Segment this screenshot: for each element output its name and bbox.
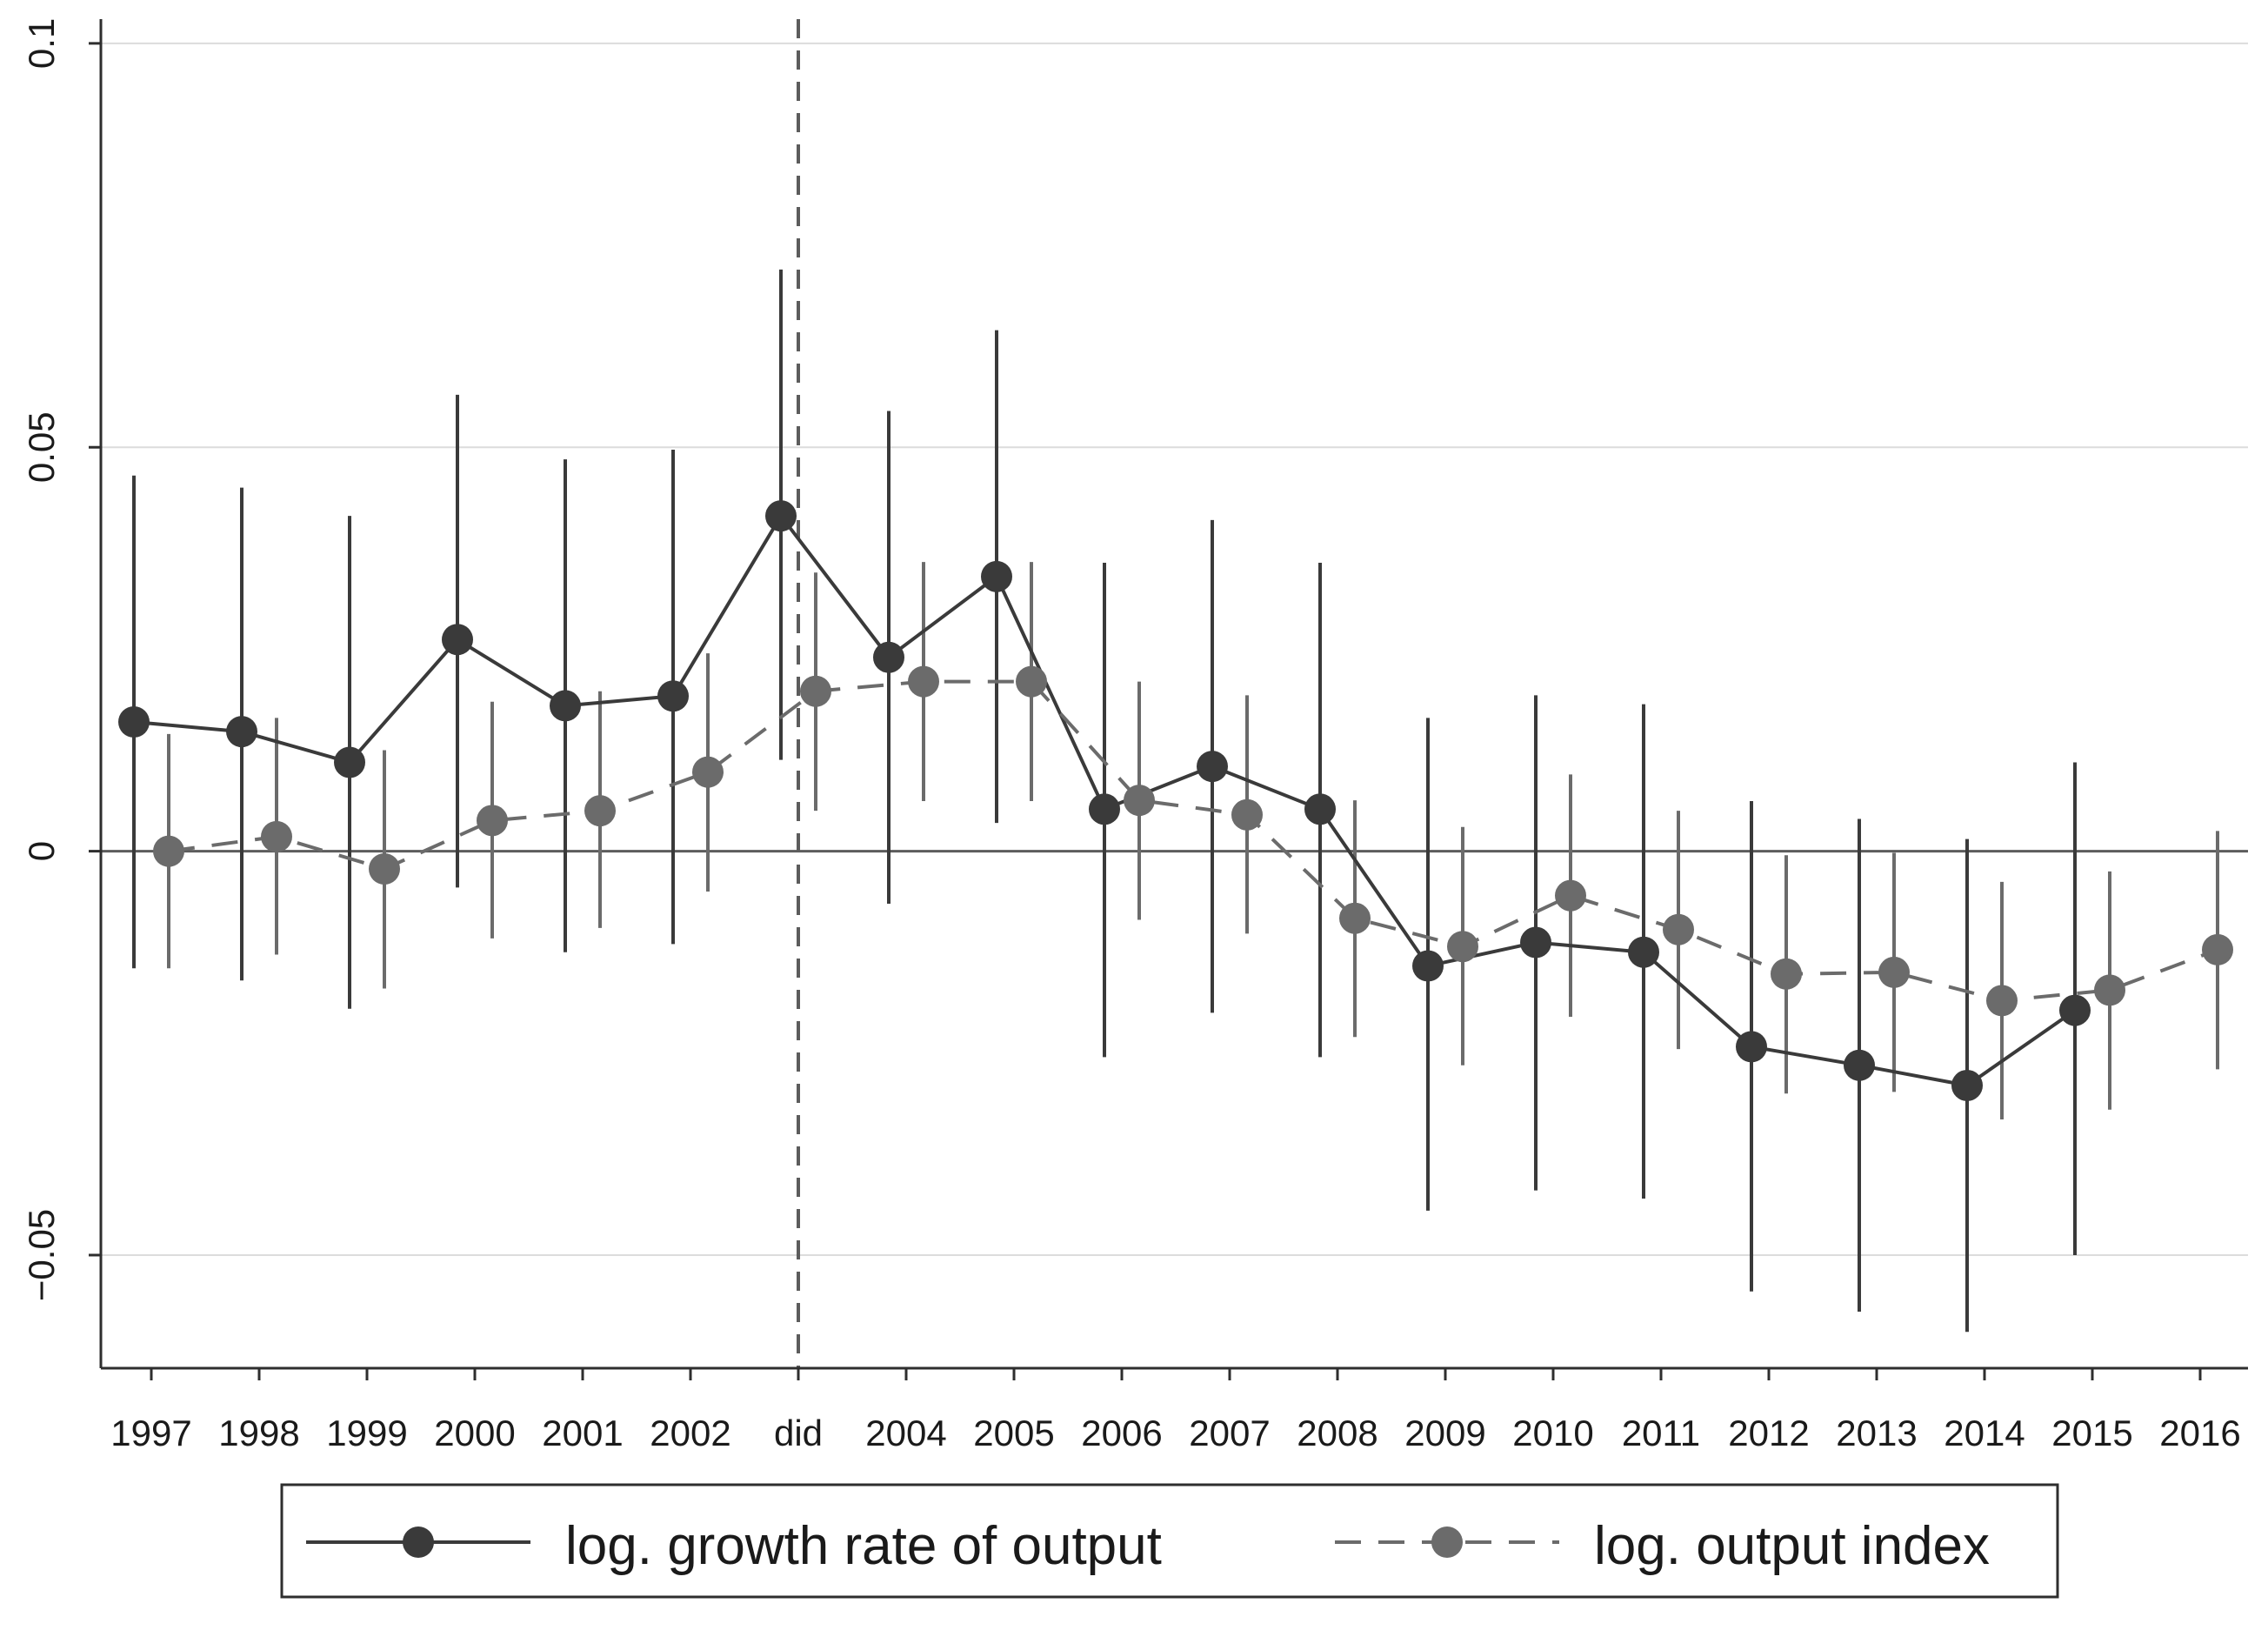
x-tick-label-2001: 2001 <box>542 1413 623 1453</box>
x-tick-label-2007: 2007 <box>1189 1413 1270 1453</box>
series-line-output-index <box>168 679 2218 1003</box>
x-tick-label-2010: 2010 <box>1512 1413 1593 1453</box>
tick-labels: 0.1 0.05 0 −0.05 1997 1998 1999 2000 2001 2002 did… <box>21 18 2241 1453</box>
legend-marker-output-index <box>1431 1526 1463 1558</box>
point-output-index-1999 <box>369 853 400 885</box>
x-tick-label-2002: 2002 <box>650 1413 730 1453</box>
x-tick-label-1999: 1999 <box>326 1413 407 1453</box>
point-output-index-2006 <box>1124 785 1155 817</box>
point-growth-rate-2015 <box>2059 994 2091 1026</box>
point-growth-rate-2004 <box>873 641 904 673</box>
point-output-index-2016 <box>2202 933 2233 965</box>
x-tick-label-2008: 2008 <box>1297 1413 1377 1453</box>
point-growth-rate-2007 <box>1197 751 1228 783</box>
point-output-index-2012 <box>1771 958 1802 990</box>
point-output-index-1997 <box>153 835 184 867</box>
point-output-index-2011 <box>1663 913 1694 945</box>
point-output-index-2008 <box>1339 902 1371 934</box>
x-tick-label-2012: 2012 <box>1728 1413 1809 1453</box>
x-tick-label-1998: 1998 <box>218 1413 299 1453</box>
point-output-index-2015 <box>2094 974 2125 1006</box>
x-tick-label-2009: 2009 <box>1404 1413 1485 1453</box>
x-tick-label-2004: 2004 <box>865 1413 946 1453</box>
point-growth-rate-2002 <box>657 680 689 712</box>
point-growth-rate-did <box>765 500 797 532</box>
axes <box>89 19 2248 1380</box>
point-growth-rate-1999 <box>334 746 365 778</box>
x-tick-label-2014: 2014 <box>1944 1413 2025 1453</box>
point-growth-rate-1998 <box>226 716 257 748</box>
point-output-index-2014 <box>1986 985 2018 1017</box>
legend-label-output-index: log. output index <box>1594 1516 1990 1576</box>
point-growth-rate-2008 <box>1304 793 1336 825</box>
point-growth-rate-2000 <box>442 624 473 656</box>
series-markers <box>118 500 2233 1101</box>
x-tick-label-2000: 2000 <box>434 1413 515 1453</box>
point-output-index-did <box>800 675 831 707</box>
point-growth-rate-2013 <box>1844 1049 1875 1081</box>
point-growth-rate-2010 <box>1520 926 1551 959</box>
point-growth-rate-2011 <box>1628 936 1659 968</box>
point-output-index-2009 <box>1447 931 1478 963</box>
x-tick-label-2013: 2013 <box>1836 1413 1917 1453</box>
x-tick-label-2005: 2005 <box>973 1413 1054 1453</box>
point-output-index-2010 <box>1555 879 1586 912</box>
x-tick-label-2016: 2016 <box>2159 1413 2240 1453</box>
point-growth-rate-2014 <box>1951 1069 1983 1101</box>
legend: log. growth rate of output log. output i… <box>280 1483 2059 1599</box>
y-tick-label-0: 0.1 <box>21 18 62 69</box>
point-growth-rate-2012 <box>1736 1031 1767 1063</box>
point-growth-rate-1997 <box>118 706 150 738</box>
point-output-index-2013 <box>1878 956 1910 988</box>
point-growth-rate-2009 <box>1412 950 1444 982</box>
y-tick-label-1: 0.05 <box>21 411 62 483</box>
x-tick-label-1997: 1997 <box>110 1413 191 1453</box>
point-output-index-2002 <box>692 756 724 788</box>
legend-label-growth-rate: log. growth rate of output <box>565 1516 1162 1576</box>
point-growth-rate-2001 <box>550 690 581 722</box>
point-output-index-2005 <box>1016 665 1047 698</box>
point-output-index-1998 <box>261 820 292 852</box>
point-output-index-2000 <box>477 805 508 837</box>
y-tick-label-3: −0.05 <box>21 1209 62 1301</box>
point-output-index-2004 <box>908 665 939 698</box>
point-growth-rate-2006 <box>1089 793 1120 825</box>
x-tick-label-2006: 2006 <box>1081 1413 1162 1453</box>
point-output-index-2007 <box>1231 798 1263 831</box>
point-growth-rate-2005 <box>981 560 1012 592</box>
legend-box <box>280 1483 2059 1599</box>
point-output-index-2001 <box>584 795 616 827</box>
x-tick-label-2015: 2015 <box>2051 1413 2132 1453</box>
y-tick-label-2: 0 <box>21 841 62 861</box>
x-tick-label-2011: 2011 <box>1622 1413 1700 1453</box>
x-tick-label-did: did <box>774 1413 823 1453</box>
legend-marker-growth-rate <box>403 1526 434 1558</box>
